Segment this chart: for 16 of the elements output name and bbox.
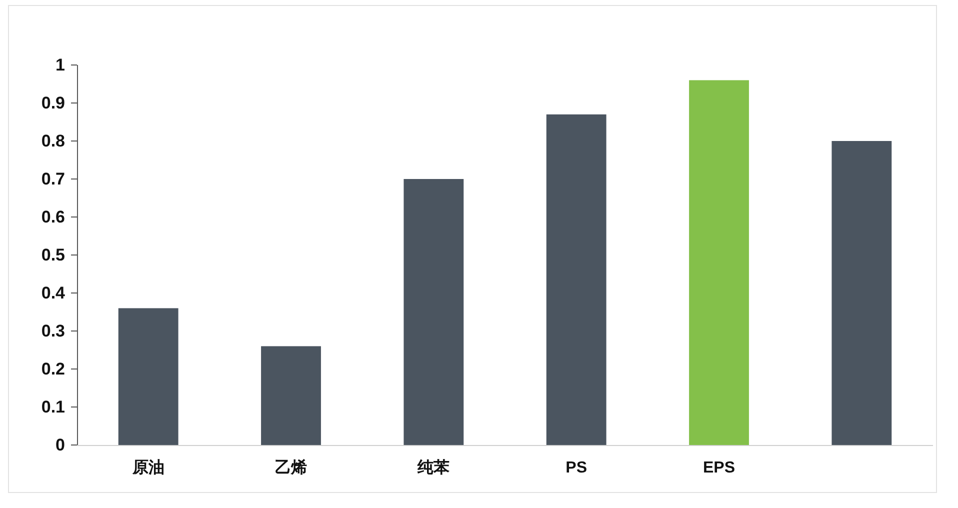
x-tick-label: PS <box>566 460 588 476</box>
x-tick-label: 乙烯 <box>275 458 307 476</box>
x-tick-label: EPS <box>702 460 736 476</box>
y-tick-label: 0.2 <box>41 360 65 378</box>
y-tick-label: 0.9 <box>41 94 65 112</box>
y-tick-label: 0.4 <box>41 284 66 302</box>
y-tick-label: 0.7 <box>41 170 65 188</box>
y-tick-label: 0.3 <box>41 322 65 340</box>
y-tick-label: 0.8 <box>41 132 65 150</box>
y-tick-label: 1 <box>56 56 65 74</box>
y-tick-label: 0.1 <box>41 398 65 416</box>
x-tick-label: 原油 <box>131 458 164 476</box>
y-tick-label: 0.6 <box>41 208 65 226</box>
y-tick-label: 0 <box>56 436 65 454</box>
y-tick-label: 0.5 <box>41 246 65 264</box>
x-tick-label: 纯苯 <box>416 458 451 476</box>
